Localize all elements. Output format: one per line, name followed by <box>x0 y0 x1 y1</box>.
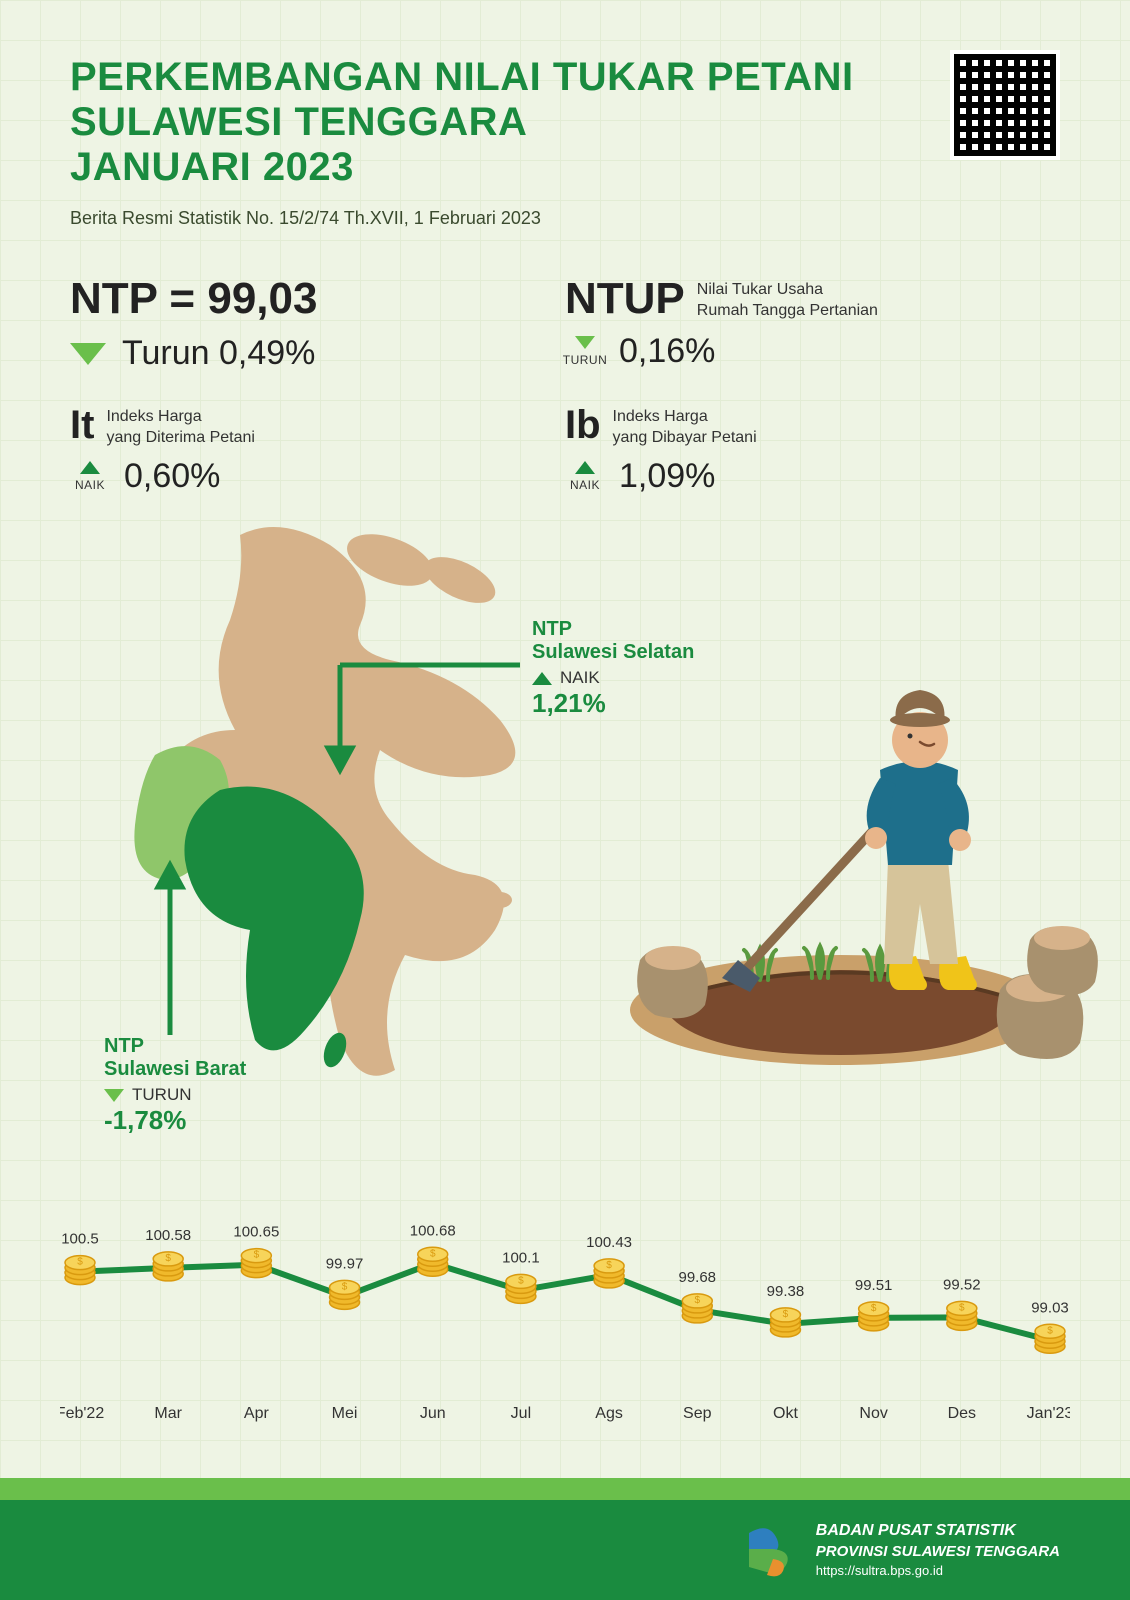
svg-text:Jun: Jun <box>420 1405 446 1422</box>
region-barat-label: NTP Sulawesi Barat TURUN -1,78% <box>104 1035 246 1136</box>
ib-label: Ib <box>565 403 601 448</box>
svg-text:99.03: 99.03 <box>1031 1299 1069 1316</box>
it-desc-1: Indeks Harga <box>106 407 255 428</box>
svg-text:100.5: 100.5 <box>61 1231 99 1248</box>
barat-value: -1,78% <box>104 1105 246 1136</box>
svg-text:Mei: Mei <box>332 1405 358 1422</box>
footer-org: BADAN PUSAT STATISTIK <box>816 1520 1060 1542</box>
svg-text:100.58: 100.58 <box>145 1227 191 1244</box>
svg-text:100.68: 100.68 <box>410 1222 456 1239</box>
svg-text:$: $ <box>959 1302 965 1313</box>
title-line-1: PERKEMBANGAN NILAI TUKAR PETANI <box>70 55 1060 100</box>
svg-text:100.1: 100.1 <box>502 1249 540 1266</box>
svg-text:Mar: Mar <box>154 1405 182 1422</box>
svg-text:$: $ <box>254 1250 260 1261</box>
svg-text:Okt: Okt <box>773 1405 798 1422</box>
svg-text:Des: Des <box>948 1405 976 1422</box>
ib-desc-1: Indeks Harga <box>613 407 757 428</box>
svg-text:99.51: 99.51 <box>855 1277 893 1294</box>
svg-text:$: $ <box>606 1260 612 1271</box>
it-direction: NAIK <box>70 461 110 492</box>
svg-text:Jul: Jul <box>511 1405 531 1422</box>
subtitle: Berita Resmi Statistik No. 15/2/74 Th.XV… <box>70 208 1060 229</box>
triangle-up-icon <box>532 672 552 685</box>
footer-prov: PROVINSI SULAWESI TENGGARA <box>816 1542 1060 1562</box>
svg-text:99.52: 99.52 <box>943 1276 981 1293</box>
svg-text:$: $ <box>1047 1325 1053 1336</box>
svg-text:$: $ <box>430 1248 436 1259</box>
svg-text:$: $ <box>871 1303 877 1314</box>
qr-code <box>950 50 1060 160</box>
it-label: It <box>70 403 94 448</box>
ib-desc-2: yang Dibayar Petani <box>613 428 757 449</box>
svg-text:99.97: 99.97 <box>326 1255 364 1272</box>
svg-text:$: $ <box>694 1295 700 1306</box>
footer-url: https://sultra.bps.go.id <box>816 1562 1060 1580</box>
svg-text:100.65: 100.65 <box>233 1224 279 1241</box>
svg-text:Apr: Apr <box>244 1405 270 1422</box>
title-line-2: SULAWESI TENGGARA <box>70 100 1060 145</box>
svg-text:100.43: 100.43 <box>586 1234 632 1251</box>
it-change: 0,60% <box>124 457 220 496</box>
ntp-value: NTP = 99,03 <box>70 274 565 324</box>
svg-text:$: $ <box>342 1281 348 1292</box>
ntp-trend-chart: $100.5 Feb'22 $100.58 Mar $100.65 Apr $99.97 Me… <box>60 1170 1070 1430</box>
triangle-up-icon <box>80 461 100 474</box>
svg-text:Jan'23: Jan'23 <box>1027 1405 1070 1422</box>
metric-ntp: NTP = 99,03 Turun 0,49% <box>70 274 565 373</box>
svg-text:Ags: Ags <box>595 1405 623 1422</box>
svg-text:99.68: 99.68 <box>678 1269 716 1286</box>
ib-dir-label: NAIK <box>570 478 600 492</box>
it-dir-label: NAIK <box>75 478 105 492</box>
footer-stripe <box>0 1478 1130 1500</box>
map-section: NTP Sulawesi Selatan NAIK 1,21% NTP Sula… <box>60 520 1070 1120</box>
ntup-direction: TURUN <box>565 336 605 367</box>
title-line-3: JANUARI 2023 <box>70 145 1060 190</box>
ib-direction: NAIK <box>565 461 605 492</box>
footer: BADAN PUSAT STATISTIK PROVINSI SULAWESI … <box>0 1500 1130 1600</box>
barat-title-1: NTP <box>104 1035 246 1058</box>
svg-text:$: $ <box>518 1275 524 1286</box>
bps-logo <box>743 1523 798 1578</box>
svg-text:Sep: Sep <box>683 1405 712 1422</box>
ntup-desc-1: Nilai Tukar Usaha <box>697 280 878 301</box>
ib-change: 1,09% <box>619 457 715 496</box>
metric-it: It Indeks Harga yang Diterima Petani NAI… <box>70 403 565 496</box>
metrics-grid: NTP = 99,03 Turun 0,49% NTUP Nilai Tukar… <box>0 239 1130 526</box>
ntup-dir-label: TURUN <box>563 353 608 367</box>
triangle-down-icon <box>70 343 106 365</box>
triangle-up-icon <box>575 461 595 474</box>
svg-text:$: $ <box>165 1253 171 1264</box>
triangle-down-icon <box>104 1089 124 1102</box>
barat-title-2: Sulawesi Barat <box>104 1058 246 1081</box>
metric-ib: Ib Indeks Harga yang Dibayar Petani NAIK… <box>565 403 1060 496</box>
svg-text:Feb'22: Feb'22 <box>60 1405 104 1422</box>
selatan-dir: NAIK <box>560 668 600 688</box>
selatan-title-1: NTP <box>532 618 694 641</box>
ntup-desc-2: Rumah Tangga Pertanian <box>697 301 878 322</box>
ntup-change: 0,16% <box>619 332 715 371</box>
triangle-down-icon <box>575 336 595 349</box>
ntup-label: NTUP <box>565 274 685 324</box>
svg-text:Nov: Nov <box>859 1405 887 1422</box>
svg-text:$: $ <box>783 1309 789 1320</box>
infographic-page: PERKEMBANGAN NILAI TUKAR PETANI SULAWESI… <box>0 0 1130 1600</box>
svg-text:$: $ <box>77 1257 83 1268</box>
svg-text:99.38: 99.38 <box>767 1283 805 1300</box>
farmer-illustration <box>620 660 1100 1080</box>
ntp-change: Turun 0,49% <box>122 334 315 373</box>
footer-text: BADAN PUSAT STATISTIK PROVINSI SULAWESI … <box>816 1520 1060 1579</box>
it-desc-2: yang Diterima Petani <box>106 428 255 449</box>
metric-ntup: NTUP Nilai Tukar Usaha Rumah Tangga Pert… <box>565 274 1060 373</box>
sulawesi-map <box>60 520 580 1080</box>
barat-dir: TURUN <box>132 1085 192 1105</box>
